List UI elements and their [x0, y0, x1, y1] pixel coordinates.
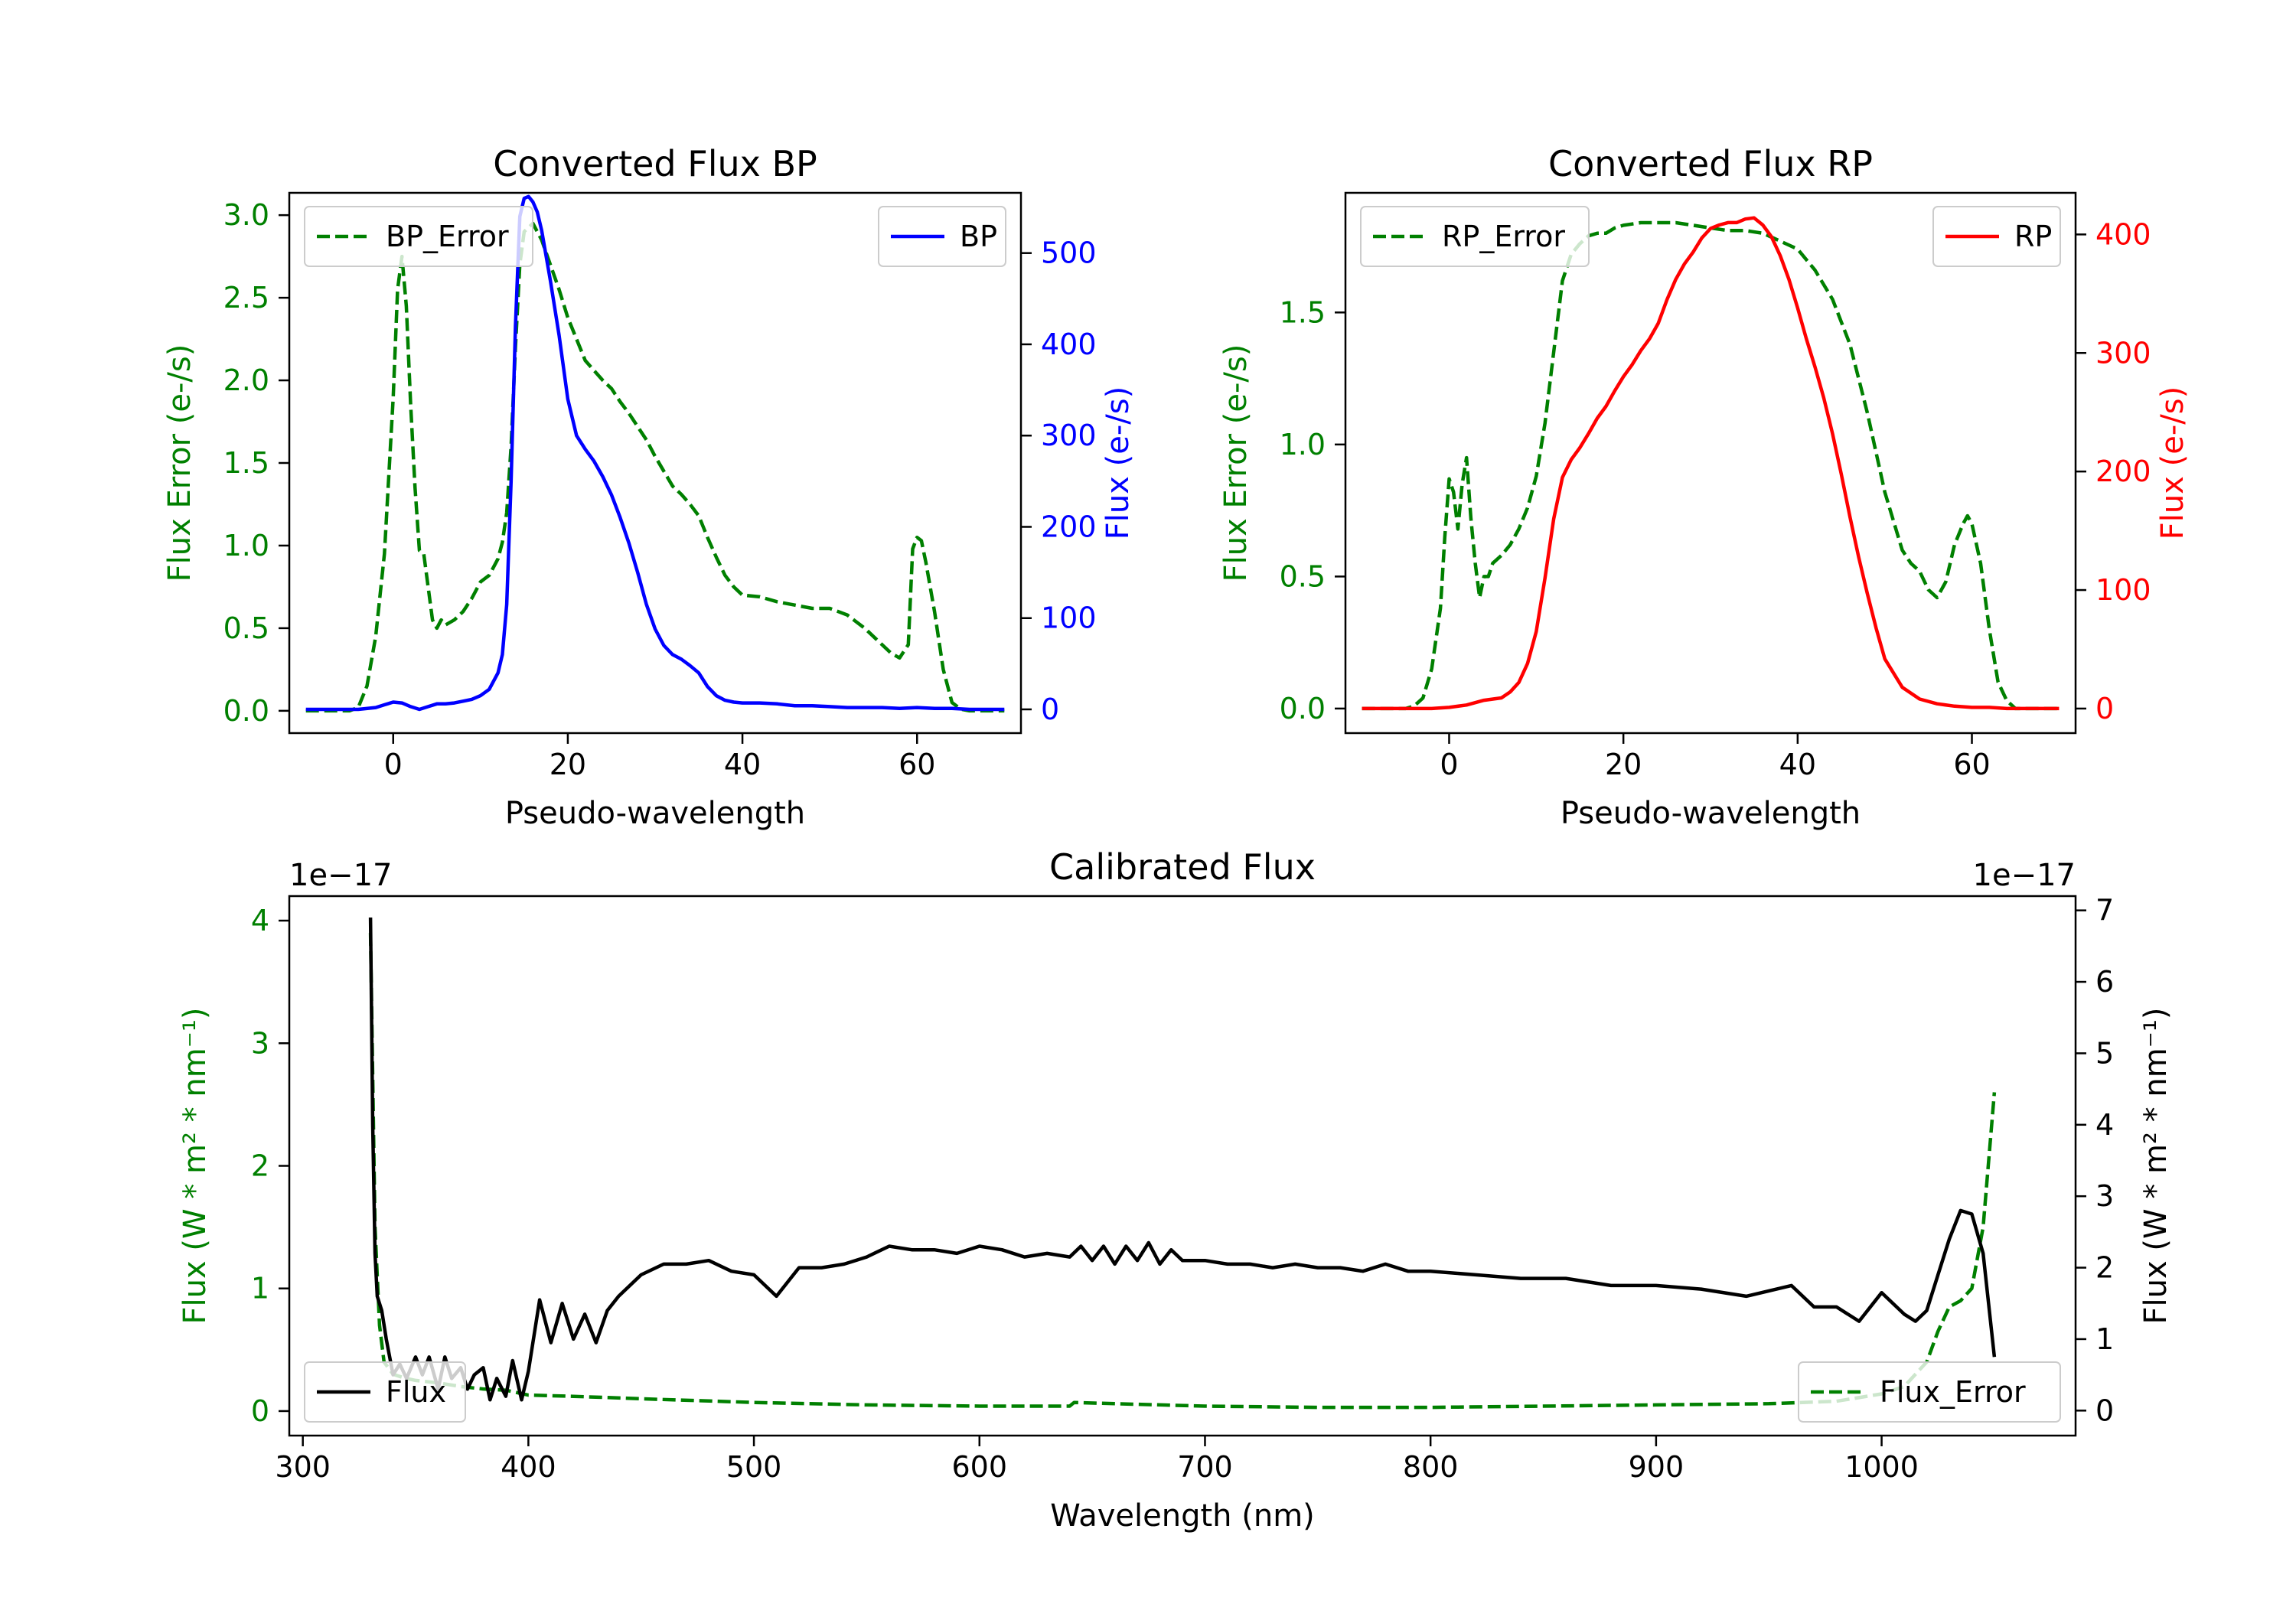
y-right-tick-label: 500: [1041, 236, 1097, 270]
y-right-offset-label: 1e−17: [1973, 858, 2076, 893]
y-left-tick-label: 2: [251, 1149, 269, 1183]
series-line-rp: [1362, 216, 2060, 711]
chart-title: Converted Flux RP: [1548, 143, 1873, 184]
y-right-tick-label: 100: [1041, 601, 1097, 635]
legend-label: Flux_Error: [1880, 1375, 2026, 1409]
y-left-tick-label: 1.5: [1280, 295, 1326, 329]
legend-flux: Flux: [304, 1361, 466, 1423]
y-right-tick-label: 0: [2095, 1393, 2114, 1427]
x-tick-label: 0: [1440, 748, 1458, 781]
series-line-flux: [368, 917, 1997, 1402]
y-left-tick-label: 2.0: [223, 363, 269, 397]
legend-label: RP: [2014, 220, 2052, 253]
y-right-tick-label: 1: [2095, 1322, 2114, 1356]
y-right-tick-label: 300: [2095, 336, 2151, 370]
x-tick-label: 800: [1403, 1450, 1459, 1484]
legend-flux-error: Flux_Error: [1798, 1361, 2061, 1423]
series-line-bp-error: [305, 221, 1005, 713]
x-tick-label: 60: [1953, 748, 1990, 781]
y-left-tick-label: 3: [251, 1026, 269, 1060]
legend-label: RP_Error: [1442, 220, 1565, 253]
x-tick-label: 400: [501, 1450, 556, 1484]
y-right-tick-label: 0: [2095, 692, 2114, 725]
legend-box: [1798, 1361, 2061, 1423]
x-tick-label: 40: [724, 748, 761, 781]
x-tick-label: 300: [275, 1450, 331, 1484]
y-right-tick-label: 3: [2095, 1179, 2114, 1213]
series-line-bp: [305, 194, 1005, 712]
legend-label: BP: [960, 220, 997, 253]
chart-panel-3: 300 400 500 600 700 800 900 1000 0 1 2 3 4 0 1 2 3 4 5 6 7 Ca…: [178, 846, 2174, 1534]
y-left-tick-label: 0.5: [223, 611, 269, 645]
x-axis-label: Pseudo-wavelength: [505, 796, 805, 831]
y-right-tick-label: 400: [1041, 328, 1097, 361]
legend-rp: RP: [1932, 206, 2061, 267]
legend-box: [304, 1361, 466, 1423]
x-tick-label: 900: [1629, 1450, 1684, 1484]
x-tick-label: 0: [384, 748, 403, 781]
series-line-rp-error: [1362, 220, 2060, 711]
x-axis-label: Wavelength (nm): [1050, 1498, 1315, 1534]
y-left-tick-label: 0: [251, 1394, 269, 1428]
y-left-tick-label: 2.5: [223, 281, 269, 315]
y-right-axis-label: Flux (W * m² * nm⁻¹): [2138, 1008, 2174, 1325]
x-tick-label: 700: [1177, 1450, 1233, 1484]
y-left-tick-label: 1.0: [223, 529, 269, 562]
x-tick-label: 500: [726, 1450, 782, 1484]
y-right-tick-label: 400: [2095, 217, 2151, 251]
chart-title: Calibrated Flux: [1049, 846, 1316, 888]
y-left-tick-label: 1.0: [1280, 428, 1326, 461]
y-left-axis-label: Flux Error (e-/s): [162, 344, 197, 582]
y-right-tick-label: 5: [2095, 1036, 2114, 1070]
legend-bp-error: BP_Error: [304, 206, 533, 267]
plot-frame: [1344, 191, 2077, 735]
y-left-tick-label: 1.5: [223, 446, 269, 480]
y-left-tick-label: 4: [251, 904, 269, 937]
x-axis-label: Pseudo-wavelength: [1561, 796, 1861, 831]
y-right-tick-label: 200: [2095, 455, 2151, 488]
y-left-tick-label: 3.0: [223, 198, 269, 232]
chart-panel-2: 0 20 40 60 0.0 0.5 1.0 1.5 0 100 200 300 400 Converte…: [1218, 143, 2190, 831]
y-left-axis-label: Flux (W * m² * nm⁻¹): [178, 1008, 213, 1325]
y-right-tick-label: 6: [2095, 965, 2114, 999]
y-right-axis-label: Flux (e-/s): [2155, 386, 2190, 539]
x-tick-label: 20: [550, 748, 586, 781]
y-left-tick-label: 1: [251, 1272, 269, 1305]
y-left-axis-label: Flux Error (e-/s): [1218, 344, 1254, 582]
legend-label: Flux: [386, 1375, 446, 1409]
x-tick-label: 40: [1779, 748, 1816, 781]
y-right-tick-label: 200: [1041, 510, 1097, 543]
chart-panel-1: 0 20 40 60 0.0 0.5 1.0 1.5 2.0 2.5 3.0 0 100 200 300 40…: [162, 143, 1136, 831]
y-right-tick-label: 0: [1041, 693, 1059, 726]
y-left-tick-label: 0.0: [1280, 692, 1326, 725]
y-right-axis-label: Flux (e-/s): [1101, 386, 1136, 539]
y-left-tick-label: 0.5: [1280, 559, 1326, 593]
y-right-tick-label: 7: [2095, 894, 2114, 927]
legend-label: BP_Error: [386, 220, 509, 253]
x-tick-label: 20: [1605, 748, 1642, 781]
chart-title: Converted Flux BP: [493, 143, 817, 184]
y-left-offset-label: 1e−17: [289, 858, 392, 893]
legend-box: [1360, 206, 1590, 267]
y-left-tick-label: 0.0: [223, 694, 269, 728]
y-right-tick-label: 300: [1041, 419, 1097, 452]
y-right-tick-label: 2: [2095, 1251, 2114, 1285]
x-tick-label: 600: [952, 1450, 1008, 1484]
x-tick-label: 60: [899, 748, 935, 781]
x-tick-label: 1000: [1844, 1450, 1919, 1484]
y-right-tick-label: 100: [2095, 573, 2151, 607]
legend-rp-error: RP_Error: [1360, 206, 1590, 267]
legend-box: [304, 206, 533, 267]
legend-bp: BP: [878, 206, 1006, 267]
y-right-tick-label: 4: [2095, 1108, 2114, 1142]
